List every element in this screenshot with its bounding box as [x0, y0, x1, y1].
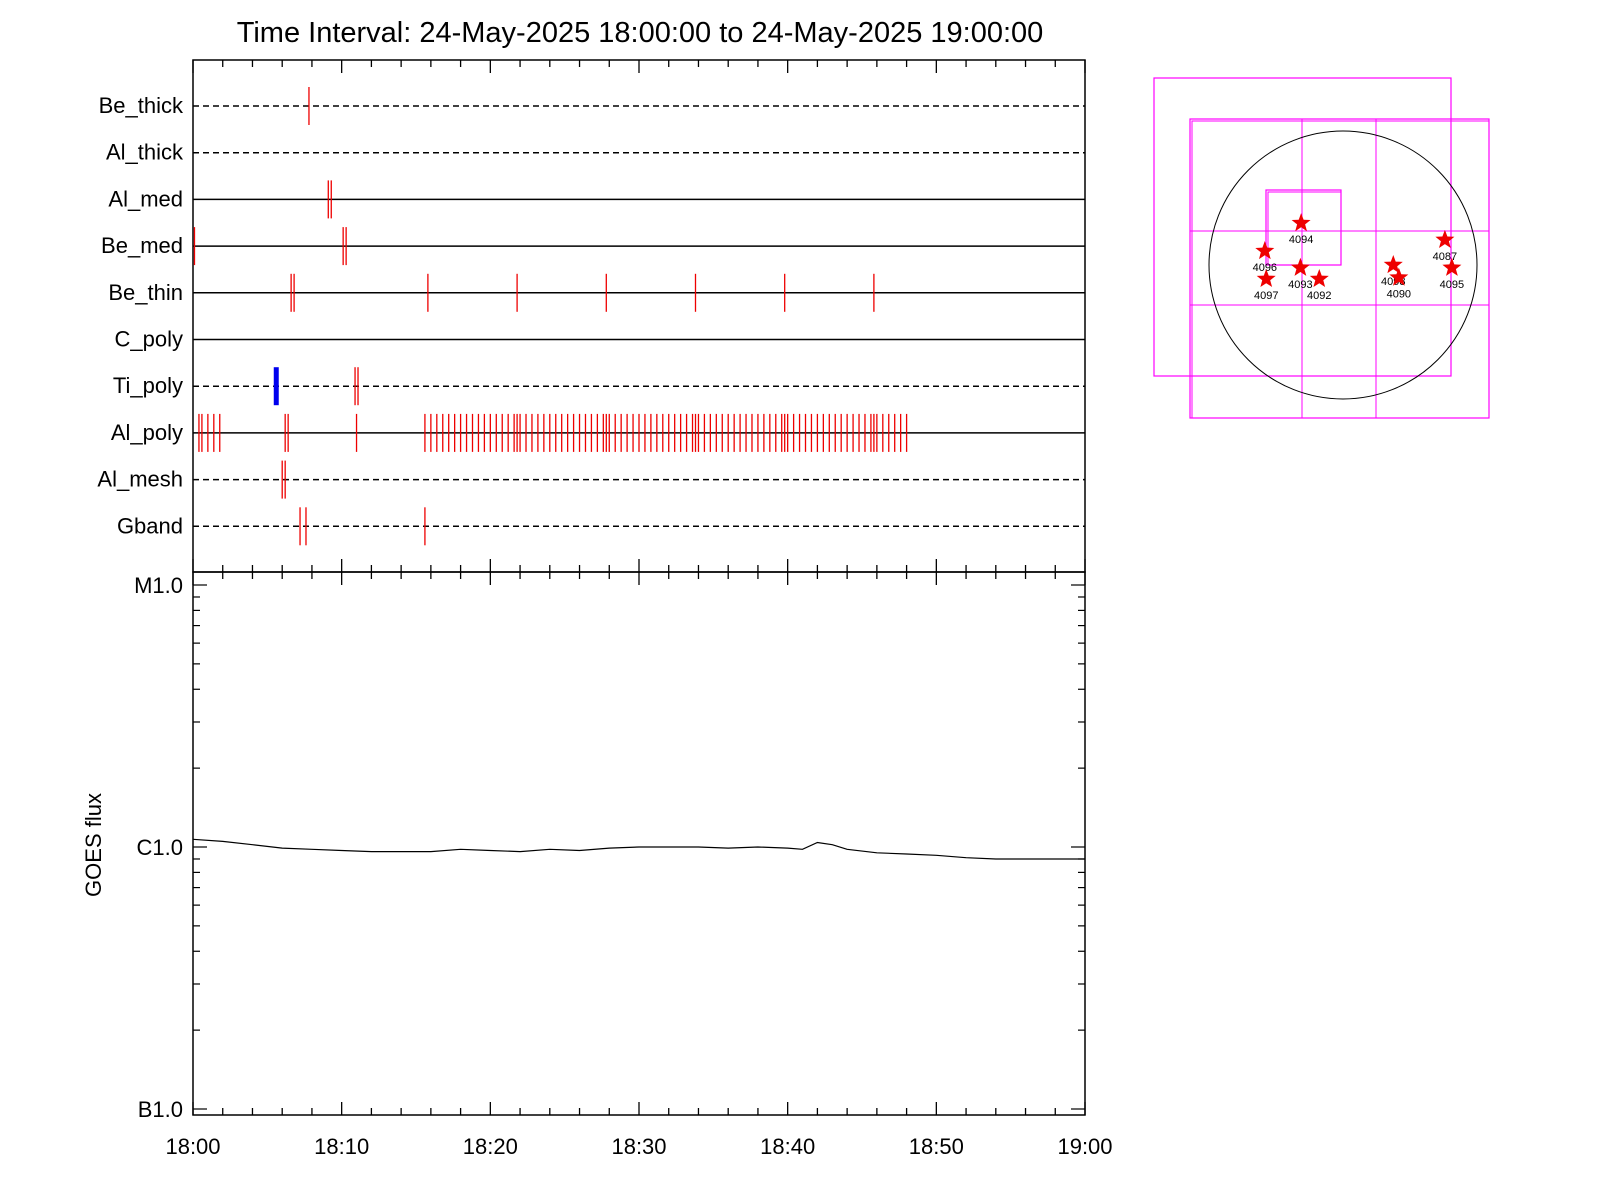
timeline-ticks [192, 60, 1086, 572]
region-star-icon [1309, 269, 1329, 287]
row-label-be_med: Be_med [101, 233, 183, 258]
region-star-icon [1290, 257, 1310, 276]
region-label: 4092 [1307, 290, 1331, 302]
region-star-icon [1291, 213, 1311, 232]
region-label: 4093 [1288, 279, 1312, 291]
goes-frame [192, 571, 1086, 1116]
x-tick-label: 18:50 [909, 1134, 964, 1159]
y-tick-label: M1.0 [134, 573, 183, 598]
x-tick-label: 19:00 [1057, 1134, 1112, 1159]
y-tick-label: B1.0 [138, 1097, 183, 1122]
solar-disk [1208, 130, 1478, 400]
row-label-al_med: Al_med [108, 186, 183, 211]
goes-panel: M1.0C1.0B1.0 18:00 18:10 18:20 18:30 18:40 18… [81, 571, 1113, 1159]
region-star-icon [1389, 267, 1409, 286]
row-label-gband: Gband [117, 513, 183, 538]
region-label: 4094 [1289, 234, 1313, 246]
x-tick-label: 18:20 [463, 1134, 518, 1159]
x-tick-label: 18:40 [760, 1134, 815, 1159]
x-tick-label: 18:30 [611, 1134, 666, 1159]
row-label-al_thick: Al_thick [106, 140, 184, 165]
fov-box-grid-offset [1191, 120, 1490, 419]
timeline-panel: Be_thick Al_thick Al_med Be_med Be_thin C_pol… [97, 59, 1086, 573]
series-line-goes-flux [192, 838, 1085, 860]
goes-ticks [192, 572, 1086, 1115]
region-star-icon [1383, 255, 1403, 274]
region-label: 4097 [1254, 290, 1278, 302]
row-label-al_mesh: Al_mesh [97, 467, 183, 492]
region-label: 4096 [1253, 262, 1277, 274]
region-label: 4087 [1433, 251, 1457, 263]
fov-box-grid [1189, 118, 1490, 419]
row-label-ti_poly: Ti_poly [113, 373, 183, 398]
region-star-icon [1256, 269, 1276, 287]
region-star-icon [1442, 257, 1462, 276]
region-star-icon [1435, 229, 1455, 248]
region-label: 4090 [1387, 289, 1411, 301]
region-label: 4095 [1440, 279, 1464, 291]
region-star-icon [1255, 241, 1275, 260]
goes-y-tick-labels: M1.0 C1.0 B1.0 [134, 573, 183, 1122]
row-label-be_thick: Be_thick [99, 93, 184, 118]
timeline-frame [192, 59, 1086, 573]
goes-x-tick-labels: 18:00 18:10 18:20 18:30 18:40 18:50 19:00 [165, 1134, 1112, 1159]
timeline-rows: Be_thick Al_thick Al_med Be_med Be_thin C_pol… [97, 87, 1085, 546]
chart-title: Time Interval: 24-May-2025 18:00:00 to 2… [237, 17, 1044, 49]
x-tick-label: 18:00 [165, 1134, 220, 1159]
row-label-be_thin: Be_thin [108, 280, 183, 305]
row-label-al_poly: Al_poly [111, 420, 183, 445]
goes-ylabel: GOES flux [81, 793, 106, 897]
y-tick-label: C1.0 [137, 835, 183, 860]
row-label-c_poly: C_poly [115, 327, 183, 352]
x-tick-label: 18:10 [314, 1134, 369, 1159]
